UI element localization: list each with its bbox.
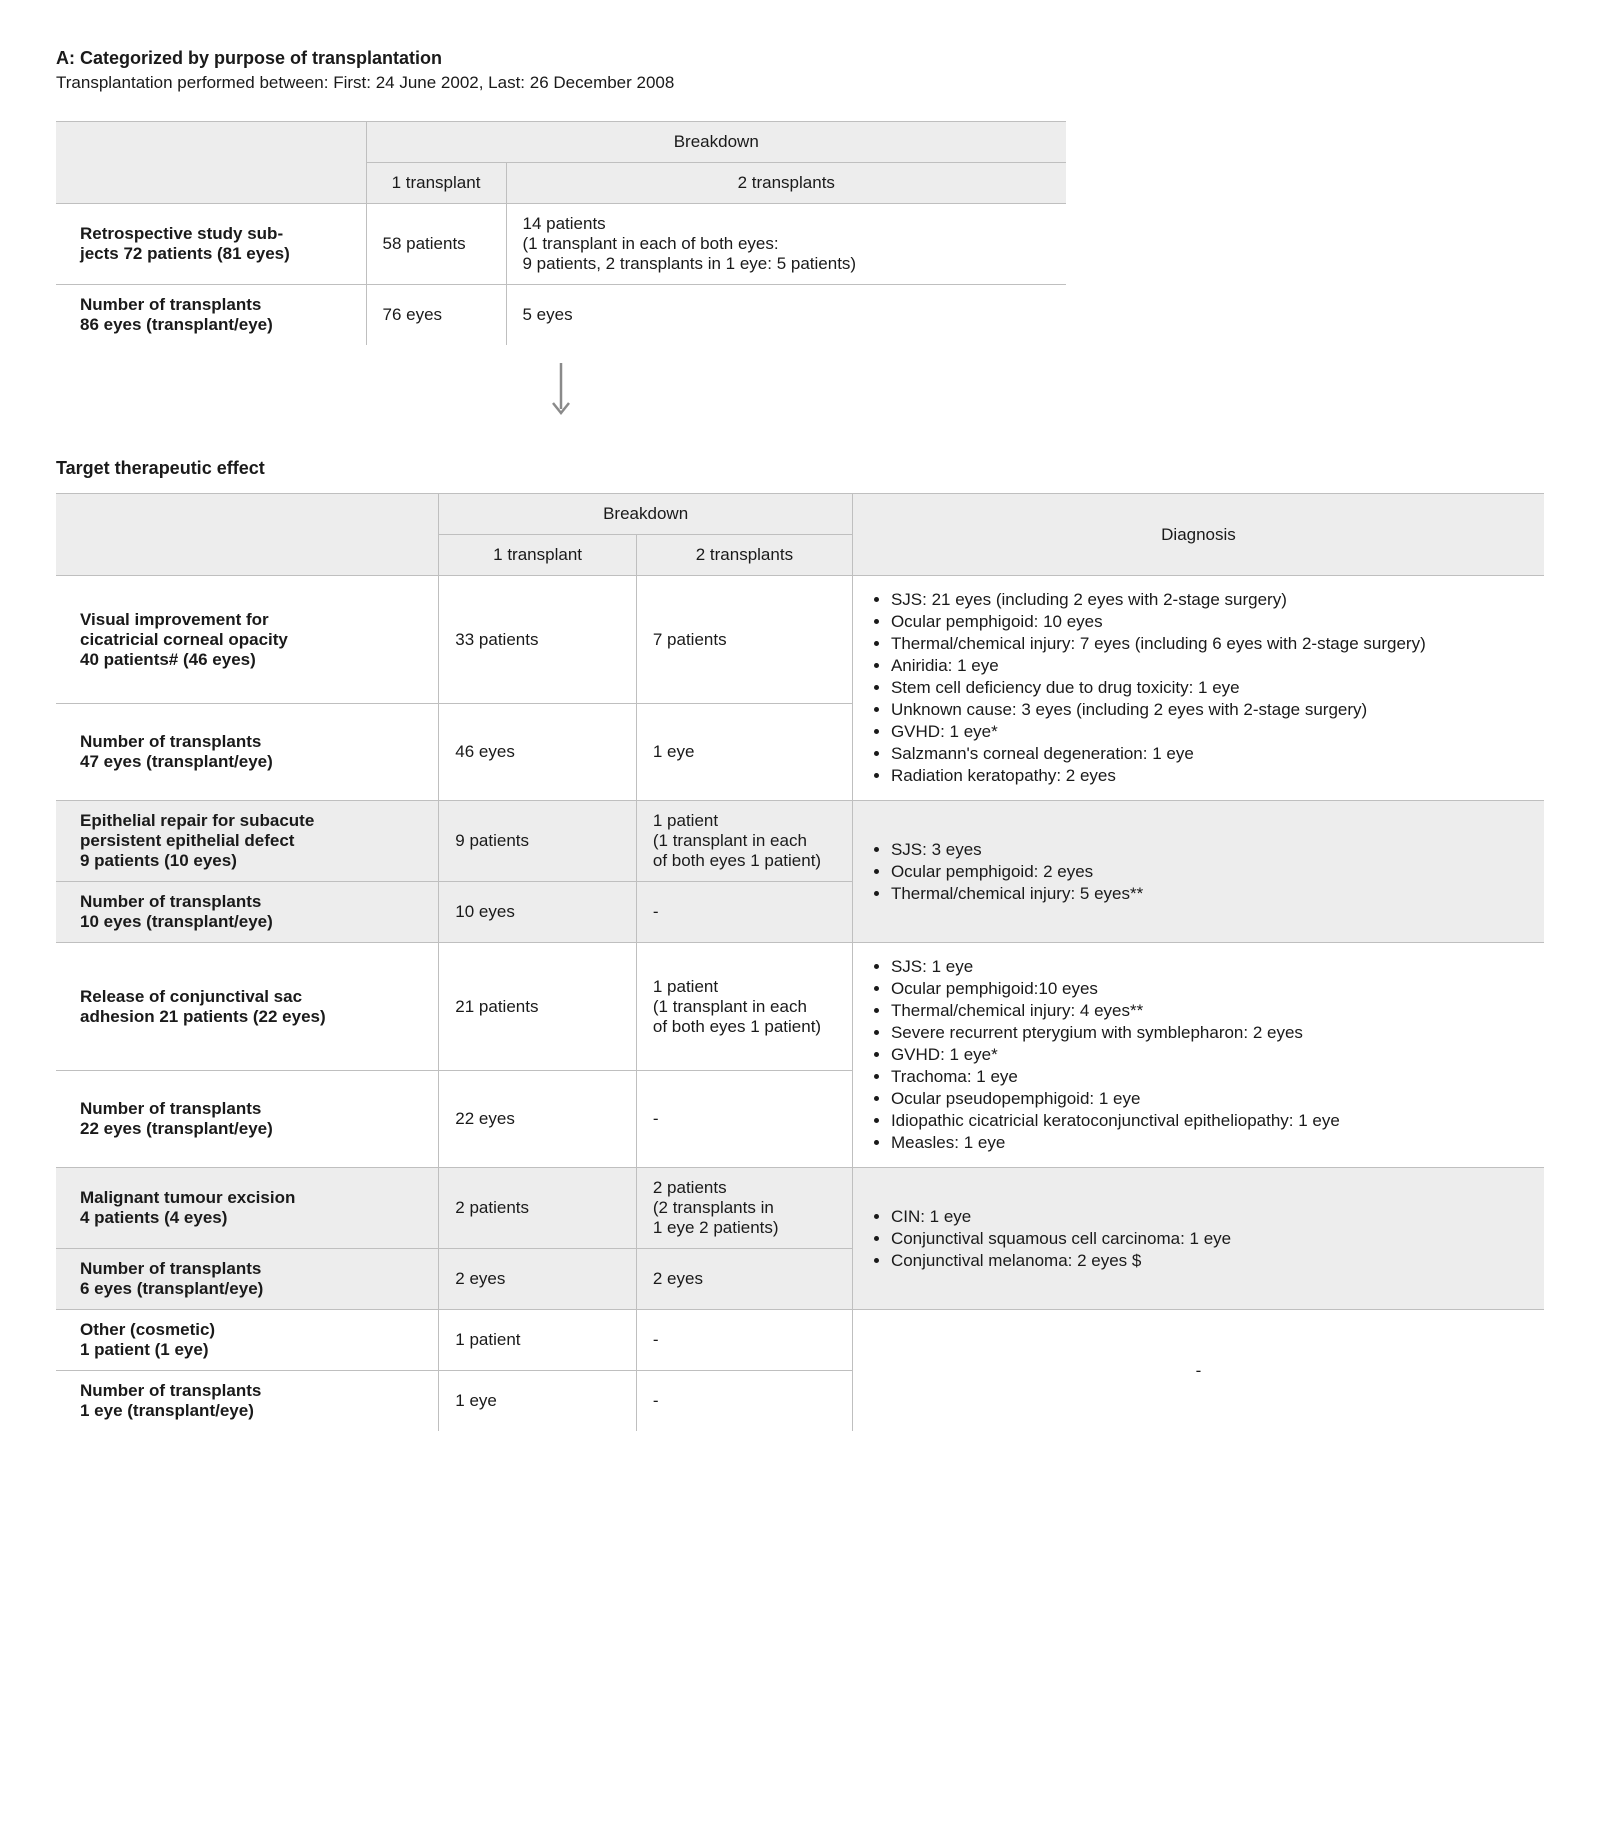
section-a-title: A: Categorized by purpose of transplanta… <box>56 48 1544 69</box>
group-sub-c2: 1 eye <box>636 704 852 801</box>
diag-item: Thermal/chemical injury: 7 eyes (includi… <box>891 634 1528 654</box>
group-sub-label: Number of transplants 6 eyes (transplant… <box>56 1249 439 1310</box>
group-label: Other (cosmetic)1 patient (1 eye) <box>56 1310 439 1371</box>
group-sub-c1: 22 eyes <box>439 1071 637 1168</box>
diag-item: Thermal/chemical injury: 4 eyes** <box>891 1001 1528 1021</box>
group-c2: 1 patient(1 transplant in eachof both ey… <box>636 801 852 882</box>
diag-item: Conjunctival melanoma: 2 eyes $ <box>891 1251 1528 1271</box>
group-sub-c1: 2 eyes <box>439 1249 637 1310</box>
group-c1: 21 patients <box>439 943 637 1071</box>
group-c2: 7 patients <box>636 576 852 704</box>
diag-item: SJS: 1 eye <box>891 957 1528 977</box>
t1-row2-c2: 5 eyes <box>506 285 1066 346</box>
diag-item: Conjunctival squamous cell carcinoma: 1 … <box>891 1229 1528 1249</box>
group-sub-c1: 46 eyes <box>439 704 637 801</box>
t2-col2-head: 2 transplants <box>636 535 852 576</box>
diag-item: SJS: 21 eyes (including 2 eyes with 2-st… <box>891 590 1528 610</box>
diag-item: Unknown cause: 3 eyes (including 2 eyes … <box>891 700 1528 720</box>
diag-item: Ocular pemphigoid: 2 eyes <box>891 862 1528 882</box>
diag-item: CIN: 1 eye <box>891 1207 1528 1227</box>
diag-item: Thermal/chemical injury: 5 eyes** <box>891 884 1528 904</box>
group-sub-label: Number of transplants10 eyes (transplant… <box>56 882 439 943</box>
group-c2: 2 patients(2 transplants in1 eye 2 patie… <box>636 1168 852 1249</box>
diag-item: Severe recurrent pterygium with symbleph… <box>891 1023 1528 1043</box>
t2-col1-head: 1 transplant <box>439 535 637 576</box>
table-overview: Breakdown 1 transplant 2 transplants Ret… <box>56 121 1066 345</box>
t1-col1-head: 1 transplant <box>366 163 506 204</box>
group-diag: - <box>852 1310 1544 1432</box>
down-arrow-icon <box>550 361 572 421</box>
target-effect-heading: Target therapeutic effect <box>56 458 1544 479</box>
group-diag: CIN: 1 eyeConjunctival squamous cell car… <box>852 1168 1544 1310</box>
group-sub-c1: 10 eyes <box>439 882 637 943</box>
t1-row1-c1: 58 patients <box>366 204 506 285</box>
diag-item: Aniridia: 1 eye <box>891 656 1528 676</box>
group-c1: 2 patients <box>439 1168 637 1249</box>
group-sub-label: Number of transplants1 eye (transplant/e… <box>56 1371 439 1432</box>
diag-item: Stem cell deficiency due to drug toxicit… <box>891 678 1528 698</box>
group-sub-c2: - <box>636 1071 852 1168</box>
diag-item: Ocular pseudopemphigoid: 1 eye <box>891 1089 1528 1109</box>
diag-item: Measles: 1 eye <box>891 1133 1528 1153</box>
diag-plain: - <box>869 1361 1528 1381</box>
group-sub-c2: - <box>636 1371 852 1432</box>
t1-row2-c1: 76 eyes <box>366 285 506 346</box>
group-label: Visual improvement forcicatricial cornea… <box>56 576 439 704</box>
group-sub-c2: 2 eyes <box>636 1249 852 1310</box>
t1-row1-c2: 14 patients(1 transplant in each of both… <box>506 204 1066 285</box>
section-a-subtitle: Transplantation performed between: First… <box>56 73 1544 93</box>
diag-item: GVHD: 1 eye* <box>891 1045 1528 1065</box>
t2-empty-head <box>56 494 439 576</box>
t1-breakdown-head: Breakdown <box>366 122 1066 163</box>
group-label: Malignant tumour excision4 patients (4 e… <box>56 1168 439 1249</box>
diag-item: GVHD: 1 eye* <box>891 722 1528 742</box>
group-c2: 1 patient(1 transplant in eachof both ey… <box>636 943 852 1071</box>
group-sub-label: Number of transplants47 eyes (transplant… <box>56 704 439 801</box>
group-c1: 9 patients <box>439 801 637 882</box>
group-label: Epithelial repair for subacutepersistent… <box>56 801 439 882</box>
t1-col2-head: 2 transplants <box>506 163 1066 204</box>
diag-item: Ocular pemphigoid: 10 eyes <box>891 612 1528 632</box>
group-sub-c1: 1 eye <box>439 1371 637 1432</box>
group-diag: SJS: 3 eyesOcular pemphigoid: 2 eyesTher… <box>852 801 1544 943</box>
group-diag: SJS: 21 eyes (including 2 eyes with 2-st… <box>852 576 1544 801</box>
t1-row2-label: Number of transplants86 eyes (transplant… <box>56 285 366 346</box>
group-c1: 33 patients <box>439 576 637 704</box>
t2-diag-head: Diagnosis <box>852 494 1544 576</box>
diag-item: Salzmann's corneal degeneration: 1 eye <box>891 744 1528 764</box>
group-c2: - <box>636 1310 852 1371</box>
group-sub-c2: - <box>636 882 852 943</box>
group-diag: SJS: 1 eyeOcular pemphigoid:10 eyesTherm… <box>852 943 1544 1168</box>
t2-breakdown-head: Breakdown <box>439 494 853 535</box>
diag-item: Idiopathic cicatricial keratoconjunctiva… <box>891 1111 1528 1131</box>
group-sub-label: Number of transplants22 eyes (transplant… <box>56 1071 439 1168</box>
t1-row1-label: Retrospective study sub-jects 72 patient… <box>56 204 366 285</box>
group-label: Release of conjunctival sacadhesion 21 p… <box>56 943 439 1071</box>
table-target-effect: Breakdown Diagnosis 1 transplant 2 trans… <box>56 493 1544 1431</box>
diag-item: Ocular pemphigoid:10 eyes <box>891 979 1528 999</box>
group-c1: 1 patient <box>439 1310 637 1371</box>
diag-item: Radiation keratopathy: 2 eyes <box>891 766 1528 786</box>
diag-item: Trachoma: 1 eye <box>891 1067 1528 1087</box>
diag-item: SJS: 3 eyes <box>891 840 1528 860</box>
t1-empty-head <box>56 122 366 204</box>
